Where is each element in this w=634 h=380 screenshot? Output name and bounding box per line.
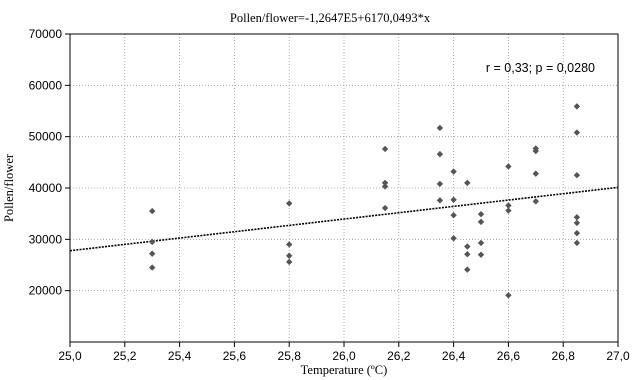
x-tick-label: 25,4 <box>168 349 192 363</box>
y-tick-label: 30000 <box>29 232 63 246</box>
data-point <box>149 207 156 215</box>
x-tick-label: 26,2 <box>387 349 411 363</box>
grid-lines <box>70 34 618 342</box>
x-tick-label: 26,6 <box>497 349 521 363</box>
data-point <box>573 239 581 247</box>
data-point <box>436 150 444 158</box>
data-point <box>505 292 512 299</box>
data-point <box>149 264 156 271</box>
y-tick-label: 50000 <box>29 130 63 144</box>
data-point <box>464 179 471 187</box>
y-tick-label: 20000 <box>29 284 63 298</box>
data-point <box>450 168 457 175</box>
data-point <box>464 266 471 273</box>
x-tick-label: 26,8 <box>552 349 576 363</box>
data-point <box>149 250 156 257</box>
data-point <box>477 239 485 247</box>
data-point <box>381 183 389 190</box>
data-point <box>573 103 581 110</box>
y-axis-title: Pollen/flower <box>2 153 16 222</box>
regression-line-group <box>69 186 619 252</box>
y-tick-label: 70000 <box>29 27 63 41</box>
data-point <box>532 170 539 177</box>
data-point <box>436 180 444 188</box>
x-tick-label: 26,0 <box>332 349 356 363</box>
data-point <box>286 258 293 266</box>
chart-title: Pollen/flower=-1,2647E5+6170,0493*x <box>230 11 431 25</box>
data-point <box>532 198 539 205</box>
data-point <box>505 207 512 214</box>
data-point <box>149 238 156 246</box>
x-tick-label: 25,6 <box>223 349 247 363</box>
data-point <box>477 210 485 218</box>
data-point <box>573 229 581 237</box>
data-point <box>381 145 389 153</box>
data-point <box>450 196 457 204</box>
data-point <box>532 147 539 155</box>
x-tick-label: 25,2 <box>113 349 137 363</box>
y-tick-label: 60000 <box>29 78 63 92</box>
data-point <box>286 200 293 207</box>
x-tick-label: 26,4 <box>442 349 466 363</box>
data-point <box>436 197 444 204</box>
data-point <box>573 219 581 227</box>
x-axis-ticks: 25,0 25,2 25,4 25,6 25,8 26,0 26,2 26,4 26,6 26,8… <box>58 342 630 363</box>
data-point <box>381 179 389 187</box>
data-point <box>286 241 293 248</box>
y-axis-ticks: 20000 30000 40000 50000 60000 70000 <box>29 27 70 298</box>
data-point <box>573 214 581 221</box>
data-point <box>450 235 457 242</box>
x-tick-label: 27,0 <box>606 349 630 363</box>
data-point <box>505 163 512 170</box>
data-point <box>477 218 485 226</box>
regression-line <box>69 186 619 252</box>
data-point <box>450 212 457 219</box>
data-point <box>477 251 485 258</box>
x-axis-title: Temperature (ºC) <box>301 363 388 377</box>
data-point <box>573 171 581 179</box>
y-tick-label: 40000 <box>29 181 63 195</box>
data-point <box>464 243 471 250</box>
x-tick-label: 25,8 <box>278 349 302 363</box>
data-point <box>286 252 293 259</box>
data-point <box>505 202 512 209</box>
x-tick-label: 25,0 <box>58 349 82 363</box>
data-point <box>573 129 581 136</box>
data-point <box>464 251 471 258</box>
data-points <box>149 103 581 299</box>
correlation-annotation: r = 0,33; p = 0,0280 <box>486 61 595 75</box>
data-point <box>381 204 389 212</box>
data-point <box>436 124 444 132</box>
